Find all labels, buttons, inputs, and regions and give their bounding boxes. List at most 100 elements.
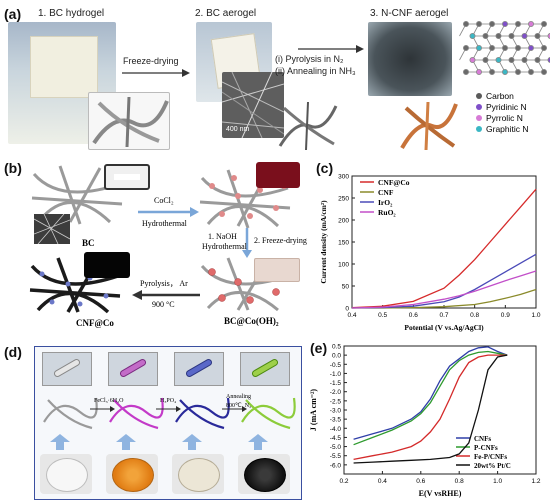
- sem-fibers-graphic: [222, 72, 284, 138]
- cocl2-label: CoCl₂: [154, 196, 174, 205]
- dish-bc: [40, 454, 92, 494]
- dish-bc-disc: [46, 458, 88, 492]
- lattice-atom: [528, 21, 535, 27]
- x-tick-label: 0.4: [347, 312, 356, 319]
- lattice-atom: [521, 32, 528, 39]
- y-tick-label: -2.5: [330, 398, 342, 405]
- legend-pyrrolic-label: Pyrrolic N: [486, 112, 523, 123]
- cocl2-arrow: [138, 207, 199, 217]
- series-line: [351, 270, 537, 309]
- y-tick-label: 50: [342, 284, 350, 291]
- lattice-atom: [541, 69, 548, 76]
- ncnf-aerogel-photo: [368, 22, 452, 96]
- cnf-co-label: CNF@Co: [76, 318, 114, 328]
- y-axis-label: Current density (mA/cm²): [319, 200, 328, 284]
- series-line: [352, 288, 537, 309]
- series-line: [353, 354, 508, 461]
- co-solution-photo: [256, 162, 300, 188]
- panel-e-letter: (e): [310, 340, 328, 356]
- bc-fe-fiber-tube-icon: [119, 359, 147, 377]
- temp-label: 900 °C: [152, 300, 175, 309]
- d-tag-fe-p-c-photo: [240, 352, 290, 386]
- chart-e: 0.2 0.4 0.6 0.8 1.0 1.2 0.5 0.0 -0.5 -1.0 -1.5 -2.0…: [309, 344, 541, 499]
- x-tick-label: 0.8: [470, 312, 479, 319]
- naoh-label: 1. NaOH: [208, 232, 237, 241]
- x-tick-label: 0.8: [455, 478, 464, 485]
- aerogel-fiber-graphic: [278, 101, 338, 151]
- x-tick-label: 0.4: [378, 478, 387, 485]
- hydrogel-fiber-inset: [88, 92, 170, 150]
- panel-d-arrows: [90, 406, 247, 412]
- y-tick-label: -4.0: [330, 426, 342, 433]
- legend-pyridinic-label: Pyridinic N: [486, 101, 527, 112]
- hydrothermal-label: Hydrothermal: [142, 219, 187, 228]
- y-tick-label: -5.5: [330, 453, 342, 460]
- lattice-atom: [508, 57, 515, 64]
- bc-co-oh2-label: BC@Co(OH)₂: [224, 316, 279, 326]
- cnf-co-photo: [84, 252, 130, 278]
- y-tick-label: -1.5: [330, 380, 342, 387]
- lattice-atom: [528, 44, 535, 51]
- lattice-atom: [463, 69, 469, 76]
- x-tick-label: 0.6: [416, 478, 425, 485]
- bc-fiber-tube-icon: [53, 359, 81, 377]
- series-line: [353, 350, 508, 446]
- y-tick-label: -3.5: [330, 417, 342, 424]
- freeze-drying-b-label: 2. Freeze-drying: [254, 236, 307, 245]
- lattice-atom: [502, 21, 509, 27]
- pyrrolic-dot-icon: [476, 114, 482, 121]
- sem-image: 400 nm: [222, 72, 284, 138]
- d-arrow3-label-1: Annealing: [226, 394, 251, 400]
- y-tick-label: 100: [338, 262, 349, 269]
- legend-graphitic-label: Graphitic N: [486, 123, 529, 134]
- legend-pyridinic: Pyridinic N: [476, 101, 552, 112]
- y-tick-label: 250: [338, 196, 349, 203]
- bc-co-oh2-photo: [254, 258, 300, 282]
- y-tick-label: -5.0: [330, 444, 342, 451]
- graphitic-dot-icon: [476, 125, 482, 132]
- lattice-atom: [488, 69, 495, 76]
- d-arrow2-label: H₃PO₄: [160, 398, 177, 404]
- y-tick-label: -4.5: [330, 435, 342, 442]
- nitrogen-doped-lattice: [459, 21, 550, 76]
- x-tick-label: 1.0: [493, 478, 502, 485]
- bc-sem-inset: [33, 213, 71, 245]
- carbon-dot-icon: [476, 92, 482, 99]
- panel-d-letter: (d): [4, 344, 22, 360]
- step1-label: 1. BC hydrogel: [38, 8, 105, 19]
- lattice-atom: [463, 44, 469, 51]
- legend-label: Fe-P/CNFs: [474, 453, 507, 461]
- lattice-atom: [515, 44, 522, 51]
- y-axis-label: J (mA cm⁻²): [309, 389, 318, 432]
- bc-sample-photo: [104, 164, 150, 190]
- lattice-atom: [482, 32, 489, 39]
- legend-label: IrO₂: [378, 198, 393, 207]
- lattice-atom: [515, 69, 522, 76]
- pyridinic-dot-icon: [476, 103, 482, 110]
- pyrolysis-label: (i) Pyrolysis in N₂: [275, 54, 344, 64]
- dish-bc-fe-p: [172, 454, 224, 494]
- lattice-atom: [482, 57, 489, 64]
- lattice-legend: Carbon Pyridinic N Pyrrolic N Graphitic …: [476, 90, 552, 134]
- d-tag-bc-photo: [42, 352, 92, 386]
- legend-label: CNF: [378, 188, 394, 197]
- lattice-atom: [469, 32, 476, 39]
- scale-bar-label: 400 nm: [226, 126, 250, 133]
- step2-label: 2. BC aerogel: [195, 8, 257, 19]
- d-tag-bc-fe-p-photo: [174, 352, 224, 386]
- panel-c-letter: (c): [316, 160, 334, 176]
- legend-label: CNF@Co: [378, 178, 410, 187]
- y-tick-label: 300: [338, 174, 349, 181]
- lattice-atom: [534, 32, 541, 39]
- chart-c: 0.4 0.5 0.6 0.7 0.8 0.9 1.0 0 50 100 150 200 250 300 P…: [319, 174, 541, 333]
- fiber-network-graphic: [92, 96, 169, 148]
- lattice-atom: [495, 57, 502, 64]
- bc-label: BC: [82, 238, 95, 248]
- y-tick-label: 0.5: [332, 344, 341, 351]
- plot-frame: [343, 345, 537, 475]
- legend-label: 20wt% Pt/C: [474, 462, 511, 470]
- freeze-drying-down-arrow: [242, 228, 252, 258]
- y-tick-label: -2.0: [330, 389, 342, 396]
- legend-label: P-CNFs: [474, 444, 498, 452]
- freeze-drying-arrow: [122, 69, 190, 77]
